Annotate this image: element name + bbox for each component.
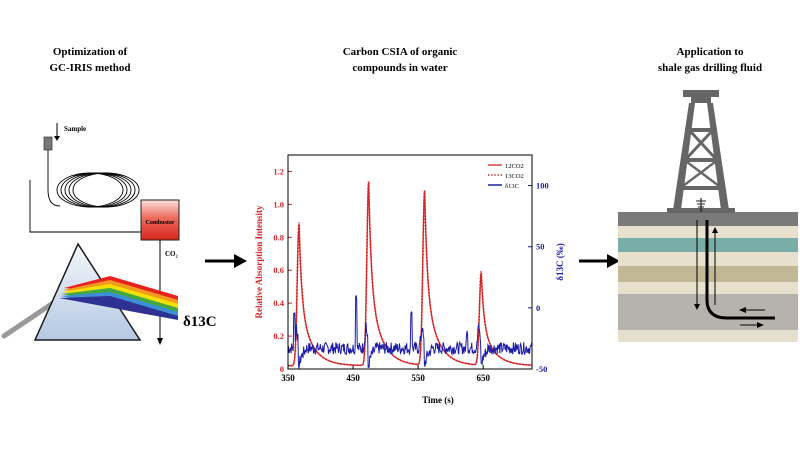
right-heading-line2: shale gas drilling fluid: [657, 62, 763, 74]
delta13c-label: δ13C: [183, 314, 217, 330]
y-axis-label: Relative Absorption Intensity: [254, 205, 264, 319]
legend-12co2: 12CO2: [505, 163, 524, 170]
y-tick-label: 0.6: [273, 265, 284, 275]
y2-tick-label: -50: [536, 364, 547, 374]
series-delta13c-line: [287, 294, 533, 370]
combustor: [140, 199, 180, 241]
y-tick-label: 0: [280, 364, 284, 374]
plot-frame: [287, 154, 533, 370]
left-heading-line2: GC-IRIS method: [49, 62, 131, 74]
y-tick-label: 0.4: [273, 298, 284, 308]
y-tick-label: 0.8: [273, 232, 284, 242]
sample-injector: [43, 136, 53, 151]
gc-iris-diagram: Sample Combustor CO₂: [1, 123, 217, 345]
y2-tick-label: 0: [536, 303, 540, 313]
derrick: [667, 90, 735, 213]
y2-tick-label: 50: [536, 242, 545, 252]
legend-13co2: 13CO2: [505, 173, 524, 180]
sample-label: Sample: [64, 125, 86, 133]
co2-arrowhead: [157, 338, 163, 345]
combustor-label: Combustor: [145, 220, 174, 226]
wellbore: [705, 220, 775, 320]
x-tick-label: 450: [346, 373, 360, 383]
y-tick-label: 1.2: [273, 166, 284, 176]
right-heading: Application to shale gas drilling fluid: [630, 44, 790, 76]
y-tick-label: 0.2: [273, 331, 284, 341]
y2-tick-label: 100: [536, 181, 549, 191]
middle-heading-line2: compounds in water: [352, 62, 448, 74]
y-tick-label: 1.0: [273, 199, 284, 209]
spectrum: [59, 276, 178, 320]
left-heading: Optimization of GC-IRIS method: [30, 44, 150, 76]
middle-heading-line1: Carbon CSIA of organic: [342, 46, 458, 58]
x-axis-label: Time (s): [422, 395, 454, 405]
drilling-rig-diagram: [618, 90, 798, 342]
y2-axis-label: δ13C (‰): [555, 243, 565, 280]
middle-heading: Carbon CSIA of organic compounds in wate…: [320, 44, 480, 76]
legend-delta13c: δ13C: [505, 183, 519, 190]
left-heading-line1: Optimization of: [52, 46, 128, 58]
sample-arrowhead: [54, 136, 60, 141]
gc-column: [29, 150, 144, 233]
x-tick-label: 650: [476, 373, 490, 383]
arrow-middle-to-right: [579, 254, 620, 268]
legend: 12CO2 13CO2 δ13C: [488, 163, 524, 190]
co2-label: CO₂: [165, 250, 178, 258]
x-tick-label: 350: [281, 373, 295, 383]
right-heading-line1: Application to: [676, 46, 744, 58]
drill-bit-icon: [696, 200, 706, 208]
x-tick-label: 550: [411, 373, 425, 383]
arrow-left-to-middle: [205, 254, 247, 268]
csia-chart: 350 450 550 650 0 0.2 0.4 0.6 0.8 1.0 1.2 -50 0 50 100…: [254, 154, 565, 405]
